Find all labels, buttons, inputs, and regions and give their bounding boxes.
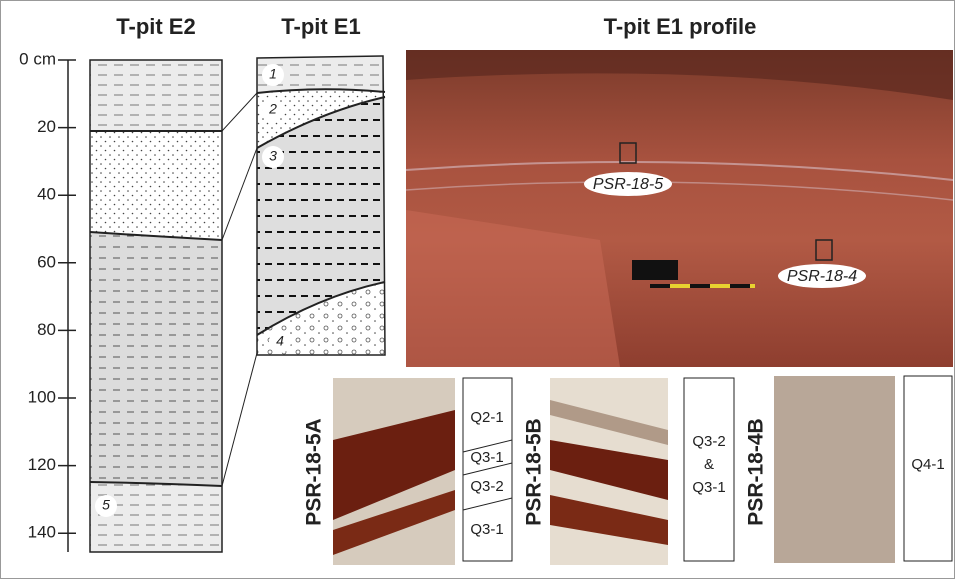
sample-label: PSR-18-5 <box>593 176 663 193</box>
thin-section-images <box>333 376 952 565</box>
tick-label: 40 <box>37 185 56 204</box>
title-e1: T-pit E1 <box>281 14 360 39</box>
e2-column <box>90 60 222 552</box>
layer-label: 1 <box>269 66 277 82</box>
title-profile: T-pit E1 profile <box>604 14 757 39</box>
unit-label: Q2-1 <box>470 409 503 426</box>
tick-label: 60 <box>37 252 56 271</box>
unit-label: Q3-2 <box>470 478 503 495</box>
tick-label: 20 <box>37 117 56 136</box>
figure: T-pit E2 T-pit E1 T-pit E1 profile 0 cm 2… <box>0 0 955 579</box>
sample-label: PSR-18-4 <box>787 268 857 285</box>
tick-label: 120 <box>28 455 56 474</box>
thin-section-label: PSR-18-5B <box>523 418 546 525</box>
profile-photo <box>406 50 953 367</box>
unit-label: Q4-1 <box>911 456 944 473</box>
layer-label: 2 <box>268 101 277 117</box>
correlation-lines <box>222 93 257 486</box>
thin-section-label: PSR-18-5A <box>303 418 326 525</box>
layer-label: 3 <box>269 148 277 164</box>
unit-label: Q3-1 <box>692 479 725 496</box>
unit-label: Q3-1 <box>470 521 503 538</box>
thin-section-label: PSR-18-4B <box>745 418 768 525</box>
layer-label: 4 <box>276 333 284 349</box>
title-e2: T-pit E2 <box>116 14 195 39</box>
unit-label: & <box>704 456 714 473</box>
unit-label: Q3-2 <box>692 433 725 450</box>
tick-label: 140 <box>28 523 56 542</box>
tick-label: 80 <box>37 320 56 339</box>
layer-label: 5 <box>102 497 110 513</box>
tick-label: 0 cm <box>19 49 56 68</box>
unit-label: Q3-1 <box>470 449 503 466</box>
tick-label: 100 <box>28 387 56 406</box>
